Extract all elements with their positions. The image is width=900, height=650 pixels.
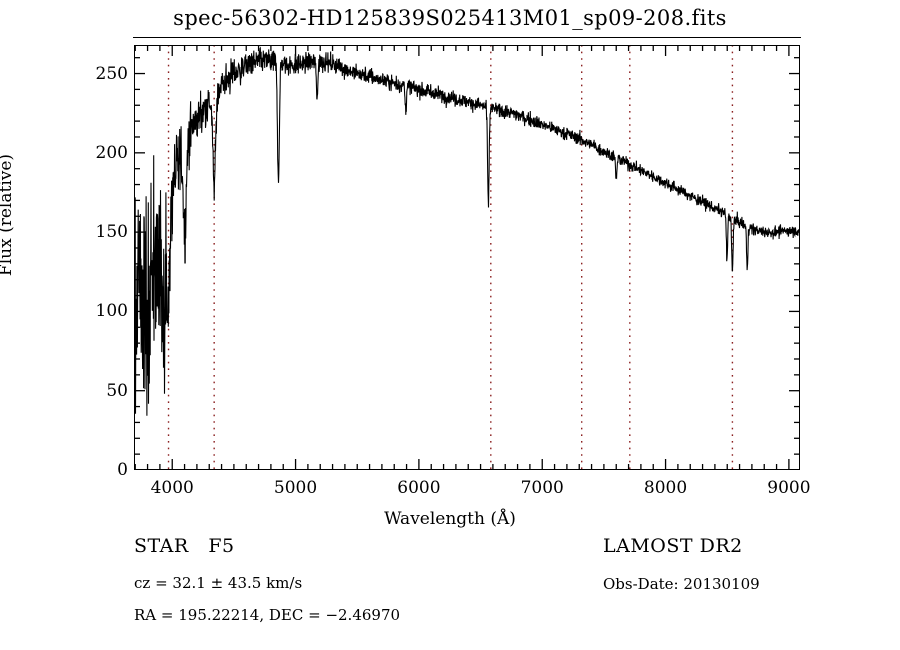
y-tick-label-200: 200 xyxy=(95,142,128,163)
redshift-velocity-label: cz = 32.1 ± 43.5 km/s xyxy=(134,574,303,592)
survey-label: LAMOST DR2 xyxy=(603,535,743,557)
y-axis-label: Flux (relative) xyxy=(0,153,16,277)
page-title: spec-56302-HD125839S025413M01_sp09-208.f… xyxy=(173,6,727,30)
coordinates-label: RA = 195.22214, DEC = −2.46970 xyxy=(134,606,401,624)
x-axis-label: Wavelength (Å) xyxy=(384,509,516,529)
title-underline xyxy=(133,37,801,38)
x-tick-label-5000: 5000 xyxy=(273,478,318,498)
x-tick-label-4000: 4000 xyxy=(150,478,194,498)
y-axis-tick-labels: 0 50 100 150 200 250 xyxy=(70,45,128,480)
x-tick-label-6000: 6000 xyxy=(397,478,441,498)
x-tick-label-9000: 9000 xyxy=(767,478,811,498)
object-type-label: STAR F5 xyxy=(134,535,235,557)
x-tick-label-7000: 7000 xyxy=(520,478,564,498)
y-tick-label-250: 250 xyxy=(95,63,128,84)
y-tick-label-150: 150 xyxy=(95,222,128,243)
x-tick-label-8000: 8000 xyxy=(643,478,688,498)
spectrum-plot-area xyxy=(134,45,800,470)
y-tick-label-50: 50 xyxy=(106,380,128,401)
y-tick-label-0: 0 xyxy=(117,460,128,480)
observation-date-label: Obs-Date: 20130109 xyxy=(603,575,760,593)
y-tick-label-100: 100 xyxy=(95,301,128,322)
